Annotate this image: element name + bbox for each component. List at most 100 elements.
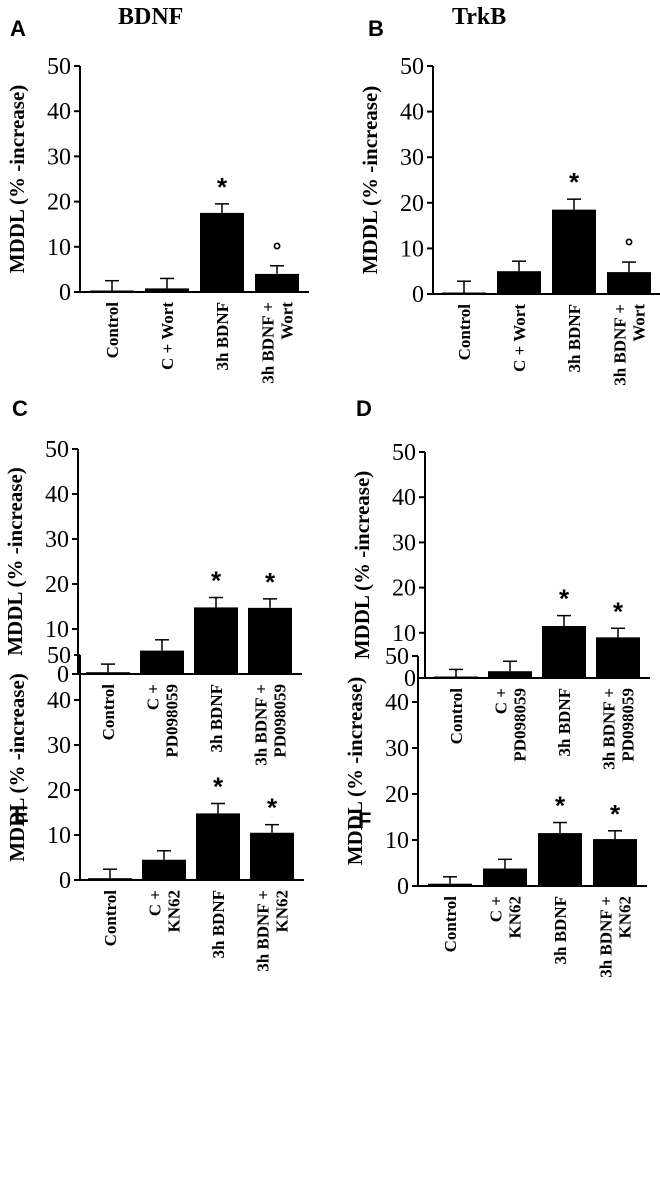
bar [538, 833, 582, 886]
chart-panel-f: F 0 10 20 30 40 50 MDDL (% -increase) Control C +… [343, 644, 647, 978]
bar [442, 292, 486, 294]
y-axis-label: MDDL (% -increase) [343, 677, 367, 866]
chart-panel-b: B 0 10 20 30 40 50 MDDL (% -increase) Control C +… [358, 16, 660, 386]
bar [90, 290, 134, 292]
category-label-line: 3h BDNF [209, 890, 228, 958]
category-label-line: 3h BDNF [551, 896, 570, 964]
y-tick-label: 0 [412, 282, 424, 308]
category-label: C +PD098059 [492, 688, 530, 762]
panel-label: C [12, 396, 28, 421]
bar [86, 672, 130, 674]
category-label: 3h BDNF +KN62 [254, 890, 292, 972]
y-tick-label: 0 [59, 280, 71, 306]
y-tick-label: 50 [392, 440, 416, 466]
category-label: 3h BDNF [207, 684, 226, 752]
y-tick-label: 0 [57, 662, 69, 688]
bar [88, 878, 132, 880]
category-label: Control [455, 304, 474, 361]
significance-marker: * [267, 793, 278, 823]
y-tick-label: 10 [392, 621, 416, 647]
category-label: 3h BDNF +PD098059 [252, 684, 290, 766]
category-label: 3h BDNF [209, 890, 228, 958]
category-label-line: 3h BDNF + [600, 688, 619, 770]
chart-panel-c: C 0 10 20 30 40 50 MDDL (% -increase) Control C +… [3, 396, 302, 766]
y-tick-label: 10 [45, 617, 69, 643]
panel-label: E [14, 802, 29, 827]
category-label-line: KN62 [273, 890, 292, 933]
y-tick-label: 50 [400, 54, 424, 80]
significance-marker: * [559, 584, 570, 614]
bar [428, 883, 472, 886]
bar [255, 273, 299, 292]
significance-marker: * [217, 172, 228, 202]
category-label-line: KN62 [165, 890, 184, 933]
chart-panel-e: E 0 10 20 30 40 50 MDDL (% -increase) Control C +… [5, 643, 304, 972]
category-label: 3h BDNF [213, 302, 232, 370]
y-tick-label: 20 [400, 191, 424, 217]
chart-panel-d: D 0 10 20 30 40 50 MDDL (% -increase) Control C +… [350, 396, 650, 770]
category-label: 3h BDNF [555, 688, 574, 756]
y-tick-label: 40 [392, 485, 416, 511]
bar [542, 626, 586, 678]
category-label-line: Control [103, 302, 122, 359]
category-label-line: KN62 [616, 896, 635, 939]
chart-panel-a: A 0 10 20 30 40 50 MDDL (% -increase) Control C +… [5, 16, 309, 384]
category-label-line: 3h BDNF [207, 684, 226, 752]
significance-marker: * [213, 772, 224, 802]
category-label: 3h BDNF +Wort [611, 304, 649, 386]
y-tick-label: 20 [47, 778, 71, 804]
y-tick-label: 10 [47, 823, 71, 849]
bar [248, 607, 292, 674]
y-tick-label: 30 [45, 527, 69, 553]
y-axis-label: MDDL (% -increase) [5, 85, 29, 274]
significance-marker: * [610, 799, 621, 829]
category-label: Control [441, 896, 460, 953]
significance-marker: * [569, 167, 580, 197]
category-label-line: 3h BDNF [565, 304, 584, 372]
category-label-line: PD098059 [511, 688, 530, 762]
category-label-line: 3h BDNF [555, 688, 574, 756]
y-tick-label: 50 [385, 644, 409, 670]
bar [140, 650, 184, 674]
category-label-line: Control [101, 890, 120, 947]
category-label-line: Control [441, 896, 460, 953]
significance-marker: * [265, 567, 276, 597]
y-tick-label: 40 [45, 482, 69, 508]
y-tick-label: 0 [59, 868, 71, 894]
y-tick-label: 30 [47, 733, 71, 759]
significance-marker: ° [273, 238, 282, 263]
category-label-line: 3h BDNF + [252, 684, 271, 766]
y-tick-label: 40 [47, 99, 71, 125]
significance-marker: * [613, 596, 624, 626]
bar [593, 839, 637, 886]
y-axis-label: MDDL (% -increase) [350, 471, 374, 660]
category-label-line: PD098059 [619, 688, 638, 762]
panel-label: A [10, 16, 26, 41]
y-tick-label: 20 [47, 190, 71, 216]
y-tick-label: 10 [400, 236, 424, 262]
y-axis-label: MDDL (% -increase) [358, 86, 382, 275]
category-label: C +KN62 [487, 896, 525, 939]
category-label-line: PD098059 [271, 684, 290, 758]
y-tick-label: 30 [47, 144, 71, 170]
category-label: 3h BDNF +KN62 [597, 896, 635, 978]
category-label-line: 3h BDNF + [259, 302, 278, 384]
panel-label: B [368, 16, 384, 41]
category-label-line: Wort [630, 304, 649, 342]
significance-marker: * [211, 566, 222, 596]
category-label-line: Wort [278, 302, 297, 340]
category-label-line: C + Wort [158, 302, 177, 370]
y-tick-label: 0 [404, 666, 416, 692]
column-title-bdnf: BDNF [118, 4, 184, 30]
category-label-line: KN62 [506, 896, 525, 939]
bar [145, 288, 189, 292]
category-label: C + Wort [158, 302, 177, 370]
category-label: C + Wort [510, 304, 529, 372]
category-label-line: C + [487, 896, 506, 922]
category-label-line: Control [99, 684, 118, 741]
category-label-line: C + [146, 890, 165, 916]
y-tick-label: 40 [47, 688, 71, 714]
panel-label: F [358, 808, 371, 833]
category-label-line: PD098059 [163, 684, 182, 758]
category-label-line: 3h BDNF + [597, 896, 616, 978]
